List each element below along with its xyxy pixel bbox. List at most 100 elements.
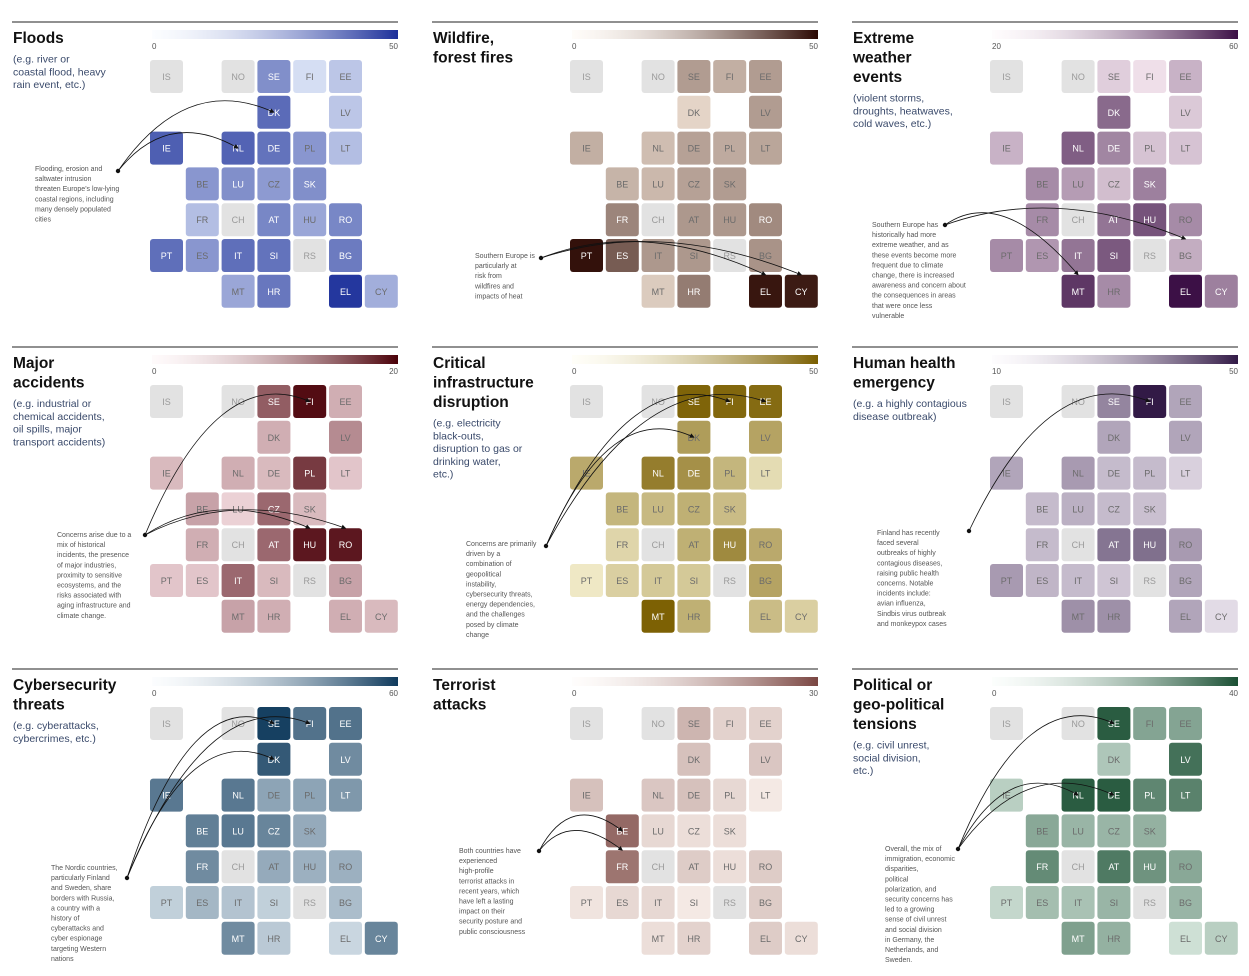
tile-label-hu: HU — [303, 215, 316, 225]
panel-subtitle: (e.g. industrial or chemical accidents, oi… — [13, 398, 105, 448]
tile-label-mt: MT — [232, 287, 245, 297]
color-scale-bar — [992, 30, 1238, 39]
tile-label-es: ES — [1036, 576, 1048, 586]
tile-ro — [329, 850, 362, 884]
tile-label-pt: PT — [581, 576, 593, 586]
annotation-arrow-se — [126, 716, 275, 879]
annotation-arrow-hu — [144, 509, 311, 536]
tile-label-nl: NL — [652, 144, 664, 154]
tile-label-pt: PT — [1001, 898, 1013, 908]
tile-label-it: IT — [654, 898, 663, 908]
annotation-arrow-fr — [538, 830, 623, 852]
tile-label-dk: DK — [268, 108, 281, 118]
tile-label-fr: FR — [1036, 862, 1048, 872]
tile-label-lu: LU — [232, 179, 244, 189]
tile-label-lv: LV — [760, 433, 770, 443]
tile-label-lt: LT — [1181, 791, 1191, 801]
tile-hu — [1133, 203, 1167, 237]
tile-pt — [990, 564, 1023, 597]
tile-label-pt: PT — [581, 251, 593, 261]
tile-cz — [1097, 814, 1131, 848]
tile-lv — [329, 420, 362, 454]
tile-label-it: IT — [1074, 576, 1083, 586]
tile-lu — [641, 814, 675, 848]
tile-ch — [221, 850, 255, 884]
tile-label-es: ES — [616, 251, 628, 261]
tile-label-hr: HR — [267, 612, 280, 622]
tile-label-be: BE — [1036, 504, 1048, 514]
tile-it — [641, 564, 675, 597]
tile-pl — [713, 456, 747, 490]
tile-el — [329, 599, 362, 633]
tile-mt — [1061, 274, 1095, 308]
tile-label-nl: NL — [652, 791, 664, 801]
panel-cybersecurity-threats: Cybersecurity threats (e.g. cyberattacks, c… — [12, 668, 399, 963]
tile-se — [1097, 60, 1131, 93]
tile-label-hr: HR — [1107, 287, 1120, 297]
tile-nl — [221, 456, 255, 490]
tile-label-es: ES — [1036, 898, 1048, 908]
annotation-arrow-ee — [545, 394, 767, 547]
tile-label-se: SE — [688, 719, 700, 729]
tile-label-be: BE — [1036, 179, 1048, 189]
tile-fr — [185, 528, 219, 562]
tile-label-at: AT — [1108, 862, 1119, 872]
tile-el — [1169, 599, 1202, 633]
tile-label-fr: FR — [196, 862, 208, 872]
tile-be — [605, 492, 639, 526]
tile-dk — [677, 742, 711, 776]
tile-ee — [1169, 385, 1202, 418]
scale-max-label: 50 — [1229, 367, 1238, 376]
tile-label-pt: PT — [1001, 251, 1013, 261]
tile-label-rs: RS — [303, 576, 316, 586]
tile-ee — [749, 707, 782, 740]
tile-label-lu: LU — [652, 179, 664, 189]
tile-no — [641, 707, 675, 740]
tile-label-cy: CY — [375, 612, 388, 622]
tile-label-is: IS — [582, 72, 591, 82]
panel-title: Human health emergency — [853, 355, 955, 392]
panel-title: Terrorist attacks — [433, 677, 496, 714]
tile-sk — [293, 492, 327, 526]
tile-is — [990, 60, 1023, 93]
tile-label-bg: BG — [759, 576, 772, 586]
tile-label-se: SE — [268, 719, 280, 729]
tile-cy — [784, 274, 818, 308]
tile-cy — [1204, 921, 1238, 955]
tile-label-no: NO — [1071, 397, 1085, 407]
tile-label-cz: CZ — [268, 179, 280, 189]
tile-mt — [221, 599, 255, 633]
tile-hu — [1133, 850, 1167, 884]
tile-label-sk: SK — [1144, 504, 1156, 514]
tile-label-dk: DK — [688, 108, 701, 118]
tile-label-lt: LT — [761, 144, 771, 154]
tile-label-fi: FI — [1146, 397, 1154, 407]
tile-label-ee: EE — [759, 397, 771, 407]
tile-pt — [570, 886, 603, 919]
tile-fr — [1025, 850, 1059, 884]
panel-human-health-emergency: Human health emergency (e.g. a highly cont… — [852, 346, 1239, 633]
tile-lv — [1169, 420, 1202, 454]
tile-label-rs: RS — [303, 251, 316, 261]
tile-label-ro: RO — [1179, 215, 1193, 225]
tile-el — [749, 921, 782, 955]
tile-label-lv: LV — [1180, 755, 1190, 765]
tile-label-fr: FR — [616, 540, 628, 550]
panel-wildfire-forest-fires: Wildfire, forest fires 0 50 IS NO SE FI EE DK LV IE… — [432, 21, 819, 308]
scale-min-label: 10 — [992, 367, 1001, 376]
annotation-text: Flooding, erosion and saltwater intrusion… — [35, 166, 119, 224]
tile-label-lt: LT — [341, 469, 351, 479]
tile-label-ee: EE — [339, 719, 351, 729]
tile-label-it: IT — [234, 898, 243, 908]
annotation-arrow-fi — [545, 393, 731, 547]
tile-hu — [713, 203, 747, 237]
tile-ch — [641, 850, 675, 884]
tile-label-at: AT — [688, 215, 699, 225]
tile-label-sk: SK — [1144, 826, 1156, 836]
tile-label-be: BE — [616, 826, 628, 836]
tile-label-ee: EE — [339, 72, 351, 82]
tile-dk — [257, 420, 291, 454]
tile-label-pt: PT — [161, 576, 173, 586]
tile-nl — [641, 778, 675, 812]
tile-label-at: AT — [688, 540, 699, 550]
